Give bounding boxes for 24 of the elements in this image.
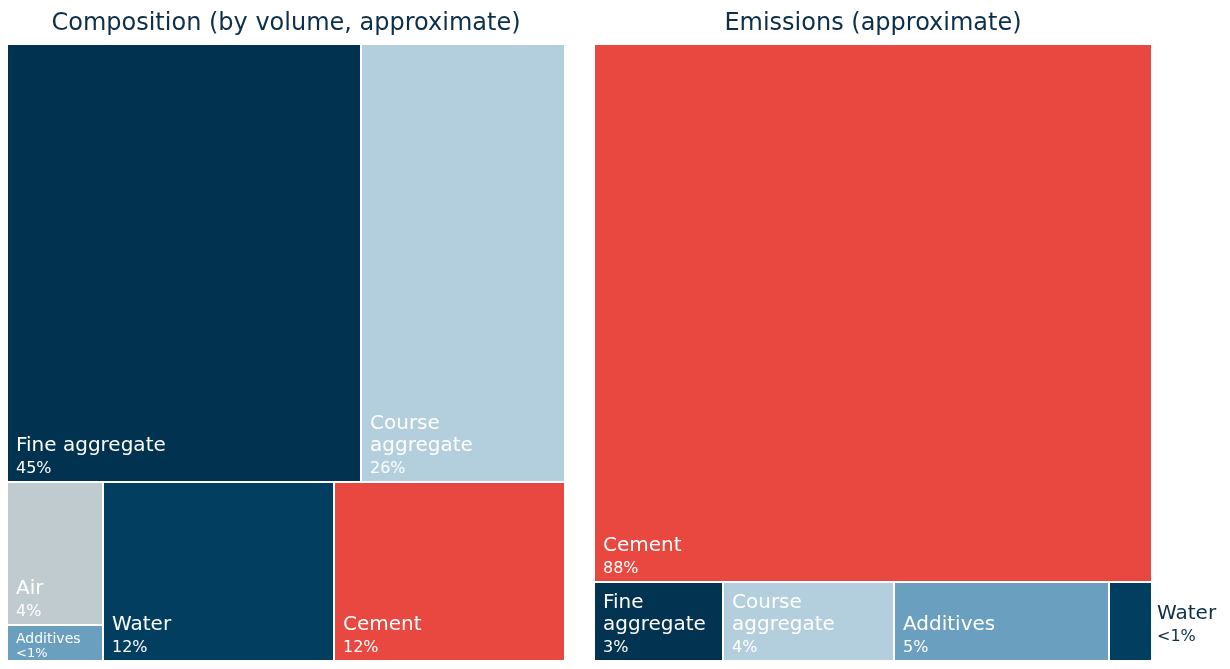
category-label: Cement [603, 532, 682, 556]
category-label: Air [16, 575, 45, 599]
category-label: Course aggregate [732, 589, 835, 635]
data-label: 4% [732, 637, 758, 656]
category-label: Cement [343, 611, 422, 635]
data-label: 12% [343, 637, 379, 656]
data-label: 12% [112, 637, 148, 656]
data-label: 5% [903, 637, 929, 656]
category-label: Additives [16, 630, 81, 646]
data-label: 45% [16, 458, 52, 477]
category-label: Additives [903, 611, 996, 635]
category-label: Water [112, 611, 172, 635]
data-label: 26% [370, 458, 406, 477]
text: Composition (by volume, approximate) [51, 8, 521, 36]
category-label: Water [1157, 600, 1217, 624]
data-label: 88% [603, 558, 639, 577]
data-label: 3% [603, 637, 629, 656]
text: Emissions (approximate) [724, 8, 1022, 36]
data-label: 4% [16, 601, 42, 620]
category-label: Course aggregate [370, 410, 473, 456]
data-label: <1% [1157, 626, 1196, 645]
data-label: <1% [16, 645, 48, 660]
category-label: Fine aggregate [16, 432, 166, 456]
category-label: Fine aggregate [603, 589, 706, 635]
